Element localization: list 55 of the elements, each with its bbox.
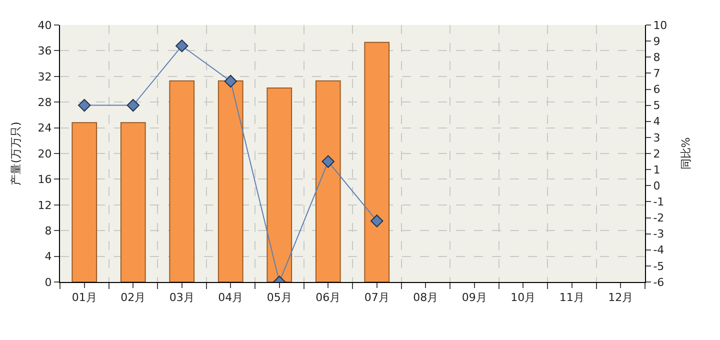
point [126, 98, 140, 112]
point [322, 155, 334, 168]
bar [315, 80, 341, 282]
y2-tick-label: 9 [653, 34, 660, 48]
y2-tick-label: -5 [653, 260, 664, 273]
x-tick-label: 10月 [510, 291, 536, 304]
x-tick-label: 08月 [413, 291, 438, 304]
y2-tick-label: 1 [653, 163, 660, 176]
x-tick-label: 05月 [266, 291, 292, 304]
y2-tick-label: 3 [653, 131, 660, 144]
y2-tick-label: 6 [653, 83, 660, 96]
y-tick-label: 36 [38, 44, 52, 58]
bar [72, 122, 98, 282]
y-tick-label: 24 [38, 122, 52, 135]
y-tick-label: 8 [44, 224, 52, 238]
y2-axis-title: 同比% [679, 137, 692, 170]
x-tick-label: 02月 [120, 291, 146, 304]
x-tick-label: 01月 [72, 291, 97, 304]
y2-tick-label: 4 [653, 115, 660, 128]
y-tick-label: 12 [38, 198, 52, 212]
y-tick-label: 32 [38, 70, 52, 84]
y2-tick-label: -6 [653, 276, 664, 289]
y2-tick-label: -3 [653, 228, 664, 241]
y2-tick-label: -1 [653, 196, 664, 209]
y2-tick-label: 8 [653, 50, 660, 64]
y2-tick-label: 2 [653, 147, 660, 160]
y-tick-label: 16 [38, 173, 52, 186]
bar [266, 87, 292, 282]
bar [364, 42, 390, 282]
point [78, 98, 91, 112]
x-tick-label: 03月 [169, 291, 194, 304]
x-tick-label: 09月 [462, 291, 487, 304]
bar [169, 80, 195, 282]
y2-tick-label: -2 [653, 212, 664, 225]
y-tick-label: 20 [38, 147, 52, 160]
point [224, 74, 237, 88]
y-tick-label: 40 [38, 18, 52, 32]
x-tick-label: 11月 [559, 291, 584, 304]
y2-tick-label: 10 [653, 18, 668, 32]
y-tick-label: 4 [44, 250, 52, 264]
point [176, 40, 188, 52]
y2-tick-label: 0 [653, 179, 660, 192]
y-axis-title: 产量(万万只) [9, 122, 22, 186]
x-tick-label: 06月 [316, 291, 341, 304]
bar [218, 80, 244, 282]
y-tick-label: 28 [38, 96, 52, 109]
point [370, 214, 384, 228]
x-tick-label: 12月 [608, 291, 634, 304]
x-tick-label: 07月 [364, 291, 390, 304]
x-tick-label: 04月 [218, 291, 244, 304]
y2-tick-label: 5 [653, 99, 660, 112]
y2-tick-label: 7 [653, 67, 660, 80]
y-tick-label: 0 [44, 276, 52, 289]
y2-tick-label: -4 [653, 244, 664, 257]
bar [120, 122, 146, 282]
